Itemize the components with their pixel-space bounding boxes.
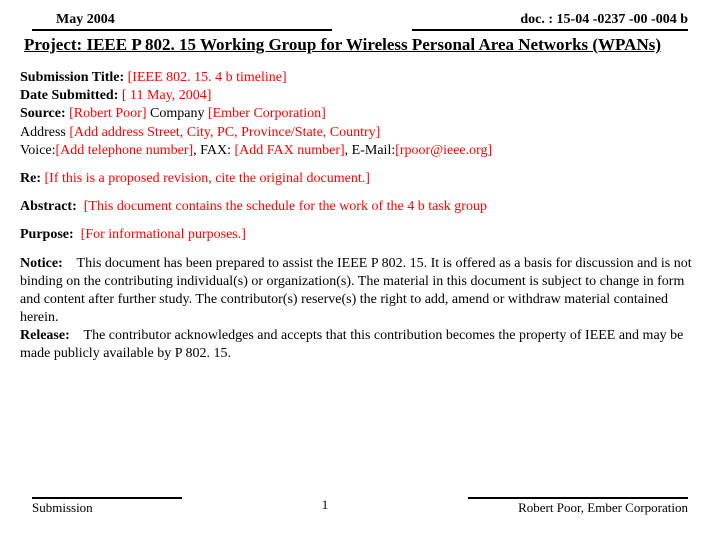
notice-text: This document has been prepared to assis… xyxy=(20,256,692,326)
footer-right: Robert Poor, Ember Corporation xyxy=(468,497,688,516)
header-docnum: doc. : 15-04 -0237 -00 -004 b xyxy=(412,12,688,31)
date-submitted-label: Date Submitted: xyxy=(20,88,118,103)
email-value: [rpoor@ieee.org] xyxy=(395,143,492,158)
project-title: Project: IEEE P 802. 15 Working Group fo… xyxy=(24,35,700,55)
fax-value: [Add FAX number] xyxy=(235,143,345,158)
notice-block: Notice: This document has been prepared … xyxy=(20,255,700,364)
submission-title-label: Submission Title: xyxy=(20,70,124,85)
release-label: Release: xyxy=(20,328,70,343)
header: May 2004 doc. : 15-04 -0237 -00 -004 b xyxy=(20,12,700,31)
re-label: Re: xyxy=(20,171,41,186)
submission-block: Submission Title: [IEEE 802. 15. 4 b tim… xyxy=(20,69,700,160)
page: May 2004 doc. : 15-04 -0237 -00 -004 b P… xyxy=(0,0,720,540)
company-value: [Ember Corporation] xyxy=(208,106,326,121)
purpose-label: Purpose: xyxy=(20,227,74,242)
footer: Submission 1 Robert Poor, Ember Corporat… xyxy=(20,497,700,516)
footer-page-number: 1 xyxy=(305,497,345,516)
abstract-label: Abstract: xyxy=(20,199,77,214)
notice-label: Notice: xyxy=(20,256,63,271)
header-date: May 2004 xyxy=(32,12,332,31)
re-block: Re: [If this is a proposed revision, cit… xyxy=(20,170,700,188)
abstract-block: Abstract: [This document contains the sc… xyxy=(20,198,700,216)
date-submitted-value: [ 11 May, 2004] xyxy=(122,88,212,103)
voice-value: [Add telephone number] xyxy=(56,143,194,158)
company-label: Company xyxy=(147,106,208,121)
source-label: Source: xyxy=(20,106,66,121)
fax-label: , FAX: xyxy=(193,143,234,158)
abstract-value: [This document contains the schedule for… xyxy=(84,199,487,214)
email-label: , E-Mail: xyxy=(345,143,396,158)
footer-left: Submission xyxy=(32,497,182,516)
address-value: [Add address Street, City, PC, Province/… xyxy=(69,125,380,140)
re-value: [If this is a proposed revision, cite th… xyxy=(45,171,370,186)
source-name: [Robert Poor] xyxy=(69,106,146,121)
purpose-block: Purpose: [For informational purposes.] xyxy=(20,226,700,244)
submission-title-value: [IEEE 802. 15. 4 b timeline] xyxy=(128,70,287,85)
voice-label: Voice: xyxy=(20,143,56,158)
release-text: The contributor acknowledges and accepts… xyxy=(20,328,683,361)
purpose-value: [For informational purposes.] xyxy=(81,227,246,242)
address-label: Address xyxy=(20,125,69,140)
